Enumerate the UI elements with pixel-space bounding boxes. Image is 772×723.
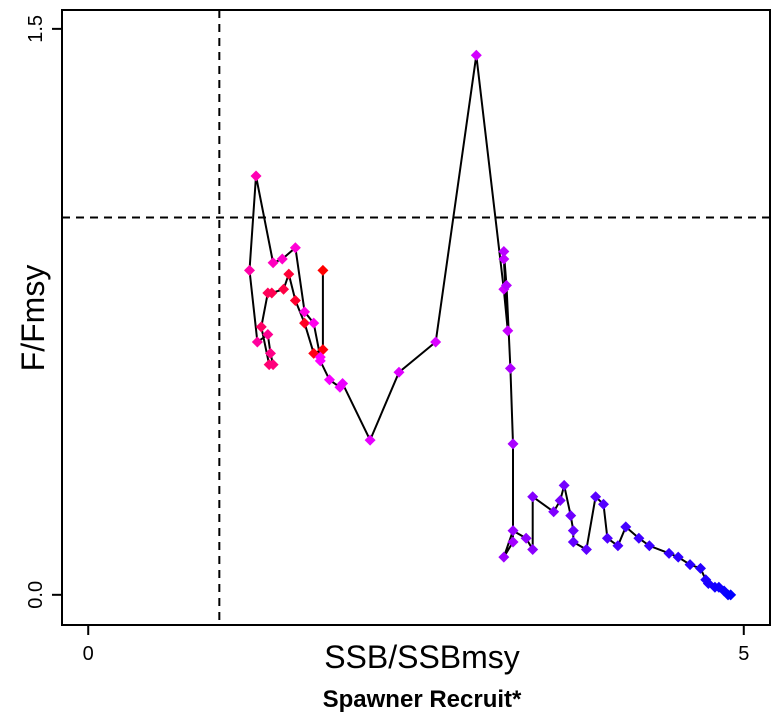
data-point bbox=[502, 325, 514, 337]
data-point bbox=[364, 434, 376, 446]
data-point bbox=[262, 328, 274, 340]
data-point bbox=[597, 498, 609, 510]
data-point bbox=[663, 547, 675, 559]
data-point bbox=[267, 257, 279, 269]
data-point bbox=[548, 506, 560, 518]
data-point bbox=[323, 374, 335, 386]
data-point bbox=[430, 336, 442, 348]
data-point bbox=[500, 279, 512, 291]
data-point bbox=[314, 355, 326, 367]
data-point bbox=[567, 525, 579, 537]
data-point bbox=[507, 525, 519, 537]
data-point bbox=[255, 321, 267, 333]
data-point bbox=[470, 49, 482, 61]
chart-subtitle: Spawner Recruit* bbox=[323, 686, 522, 713]
data-point bbox=[643, 540, 655, 552]
data-point bbox=[393, 366, 405, 378]
data-point bbox=[684, 559, 696, 571]
data-point bbox=[498, 253, 510, 265]
data-point bbox=[695, 562, 707, 574]
data-point bbox=[278, 283, 290, 295]
y-axis: 0.0 1.5 bbox=[25, 15, 62, 609]
data-point bbox=[250, 170, 262, 182]
data-point bbox=[299, 306, 311, 318]
data-point bbox=[672, 551, 684, 563]
y-tick-label: 1.5 bbox=[25, 15, 47, 43]
data-point bbox=[276, 253, 288, 265]
data-point bbox=[612, 540, 624, 552]
data-point bbox=[554, 494, 566, 506]
data-point bbox=[264, 347, 276, 359]
data-point bbox=[601, 532, 613, 544]
data-point bbox=[580, 544, 592, 556]
data-point bbox=[565, 510, 577, 522]
data-point bbox=[507, 438, 519, 450]
trajectory-points bbox=[243, 49, 737, 601]
data-point bbox=[262, 287, 274, 299]
data-point bbox=[520, 532, 532, 544]
data-point bbox=[267, 359, 279, 371]
data-point bbox=[567, 536, 579, 548]
data-point bbox=[633, 532, 645, 544]
data-point bbox=[299, 317, 311, 329]
data-point bbox=[289, 242, 301, 254]
data-point bbox=[289, 295, 301, 307]
data-point bbox=[243, 264, 255, 276]
data-point bbox=[507, 536, 519, 548]
data-point bbox=[725, 589, 737, 601]
trajectory-line bbox=[248, 55, 731, 596]
x-axis-title: SSB/SSBmsy bbox=[324, 639, 520, 675]
data-point bbox=[527, 491, 539, 503]
plot-frame bbox=[61, 9, 771, 626]
data-point bbox=[308, 317, 320, 329]
y-tick-label: 0.0 bbox=[25, 581, 47, 609]
data-point bbox=[283, 268, 295, 280]
data-point bbox=[558, 479, 570, 491]
y-axis-title: F/Fmsy bbox=[15, 265, 51, 372]
data-point bbox=[527, 544, 539, 556]
data-point bbox=[251, 336, 263, 348]
data-point bbox=[590, 491, 602, 503]
x-tick-label: 0 bbox=[83, 643, 94, 665]
data-point bbox=[498, 551, 510, 563]
data-point bbox=[504, 362, 516, 374]
x-tick-label: 5 bbox=[738, 643, 749, 665]
data-point bbox=[620, 521, 632, 533]
data-point bbox=[498, 245, 510, 257]
data-point bbox=[317, 264, 329, 276]
data-point bbox=[337, 378, 349, 390]
